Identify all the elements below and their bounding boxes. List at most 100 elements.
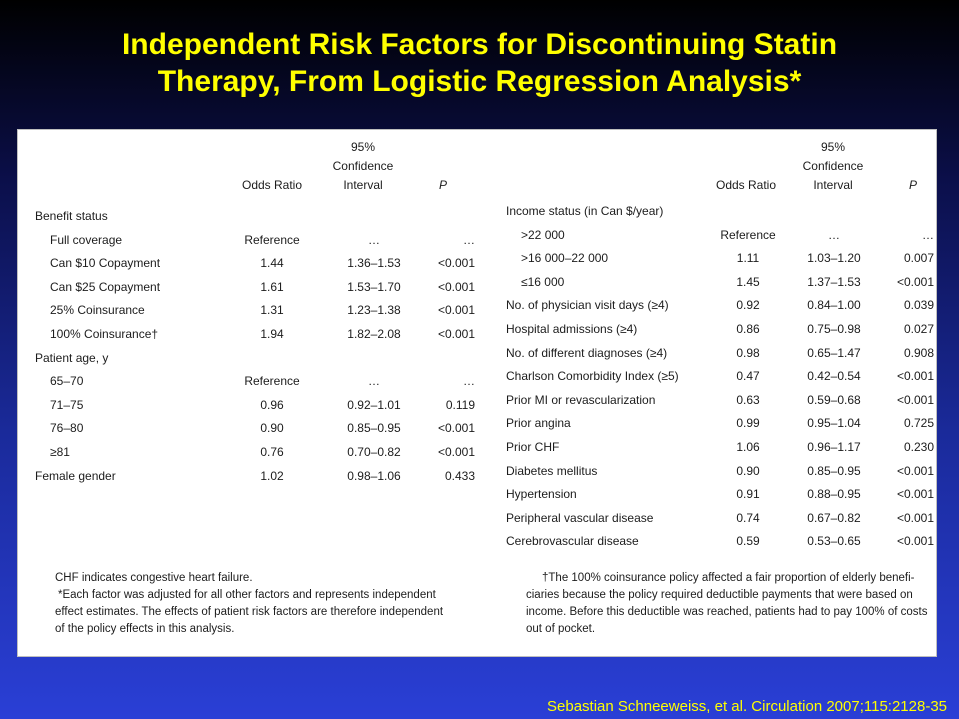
right-ci-header: 95% Confidence Interval bbox=[788, 138, 878, 195]
row-odds-ratio: 0.90 bbox=[736, 463, 760, 478]
row-confidence-interval: 1.03–1.20 bbox=[807, 251, 861, 266]
right-ci-header-line2: Confidence bbox=[802, 159, 864, 173]
row-odds-ratio: 1.06 bbox=[736, 440, 760, 454]
right-row: Prior CHF 1.06 0.96–1.17 0.230 bbox=[506, 440, 936, 460]
left-row: Patient age, y bbox=[35, 351, 475, 371]
row-p-value: 0.725 bbox=[903, 416, 934, 431]
title-line-1: Independent Risk Factors for Discontinui… bbox=[121, 28, 838, 61]
row-confidence-interval: … bbox=[828, 227, 840, 242]
row-confidence-interval: 0.65–1.47 bbox=[807, 345, 861, 360]
table-panel: Odds Ratio 95% Confidence Interval P Odd… bbox=[17, 129, 937, 657]
row-odds-ratio: 1.61 bbox=[260, 279, 284, 294]
row-confidence-interval: 0.98–1.06 bbox=[347, 468, 401, 483]
right-ci-header-line3: Interval bbox=[813, 178, 853, 192]
row-odds-ratio: 0.96 bbox=[260, 397, 284, 412]
left-ci-header: 95% Confidence Interval bbox=[318, 138, 408, 195]
right-row: Prior angina 0.99 0.95–1.04 0.725 bbox=[506, 416, 936, 436]
row-p-value: 0.908 bbox=[903, 345, 934, 360]
row-p-value: 0.007 bbox=[903, 251, 934, 266]
row-confidence-interval: 0.84–1.00 bbox=[807, 298, 861, 313]
row-label: Full coverage bbox=[50, 232, 123, 247]
title-line-2: Therapy, From Logistic Regression Analys… bbox=[157, 65, 802, 98]
row-odds-ratio: 0.63 bbox=[736, 392, 760, 407]
row-confidence-interval: 0.75–0.98 bbox=[807, 322, 861, 336]
left-row: 76–80 0.90 0.85–0.95 <0.001 bbox=[35, 421, 475, 441]
row-p-value: <0.001 bbox=[437, 279, 475, 294]
row-odds-ratio: 1.02 bbox=[260, 468, 284, 483]
row-p-value: 0.119 bbox=[445, 397, 475, 412]
left-row: Full coverage Reference…… bbox=[35, 233, 475, 253]
citation: Sebastian Schneeweiss, et al. Circulatio… bbox=[547, 698, 947, 715]
right-row: Diabetes mellitus 0.90 0.85–0.95 <0.001 bbox=[506, 464, 936, 484]
row-p-value: <0.001 bbox=[896, 463, 934, 478]
row-p-value: … bbox=[463, 374, 475, 389]
row-p-value: <0.001 bbox=[896, 274, 934, 289]
left-row: Can $10 Copayment 1.44 1.36–1.53 <0.001 bbox=[35, 256, 475, 276]
right-row: No. of different diagnoses (≥4) 0.98 0.65–… bbox=[506, 346, 936, 366]
row-odds-ratio: 0.76 bbox=[260, 445, 284, 459]
row-label: Patient age, y bbox=[35, 350, 109, 365]
right-row: Hospital admissions (≥4) 0.86 0.75–0.98 0.0… bbox=[506, 322, 936, 342]
row-label: Charlson Comorbidity Index (≥5) bbox=[506, 369, 679, 384]
row-confidence-interval: … bbox=[368, 374, 380, 389]
row-confidence-interval: … bbox=[368, 232, 380, 247]
left-row: 100% Coinsurance† 1.94 1.82–2.08 <0.001 bbox=[35, 327, 475, 347]
right-row: No. of physician visit days (≥4) 0.92 0.84… bbox=[506, 298, 936, 318]
row-confidence-interval: 0.92–1.01 bbox=[347, 397, 401, 412]
row-label: Diabetes mellitus bbox=[506, 463, 598, 478]
left-row: 65–70 Reference…… bbox=[35, 374, 475, 394]
left-row: 25% Coinsurance 1.31 1.23–1.38 <0.001 bbox=[35, 303, 475, 323]
row-odds-ratio: 1.44 bbox=[260, 256, 284, 271]
footnote-right-line: out of pocket. bbox=[526, 623, 596, 635]
row-confidence-interval: 0.95–1.04 bbox=[807, 416, 861, 431]
row-confidence-interval: 0.85–0.95 bbox=[347, 421, 401, 436]
right-row: Hypertension 0.91 0.88–0.95 <0.001 bbox=[506, 487, 936, 507]
row-odds-ratio: 0.47 bbox=[736, 369, 760, 384]
row-confidence-interval: 0.85–0.95 bbox=[807, 463, 861, 478]
row-confidence-interval: 1.82–2.08 bbox=[347, 327, 401, 341]
row-odds-ratio: 0.59 bbox=[736, 534, 760, 549]
row-label: Prior angina bbox=[506, 416, 571, 431]
row-odds-ratio: 1.31 bbox=[260, 303, 284, 318]
footnote-right-line: †The 100% coinsurance policy affected a … bbox=[542, 572, 915, 584]
right-row: >22 000 Reference…… bbox=[506, 228, 936, 248]
footnote-left-line: CHF indicates congestive heart failure. bbox=[55, 572, 253, 584]
row-confidence-interval: 0.67–0.82 bbox=[807, 510, 861, 525]
row-label: 100% Coinsurance† bbox=[50, 327, 159, 341]
row-label: 76–80 bbox=[50, 421, 84, 436]
left-row: 71–75 0.96 0.92–1.01 0.119 bbox=[35, 398, 475, 418]
row-label: ≤16 000 bbox=[521, 274, 565, 289]
row-odds-ratio: Reference bbox=[720, 227, 776, 242]
row-odds-ratio: 0.99 bbox=[736, 416, 760, 431]
left-row: ≥81 0.76 0.70–0.82 <0.001 bbox=[35, 445, 475, 465]
row-confidence-interval: 0.88–0.95 bbox=[807, 487, 861, 502]
row-p-value: <0.001 bbox=[437, 421, 475, 436]
row-odds-ratio: Reference bbox=[244, 374, 300, 389]
left-odds-header: Odds Ratio bbox=[241, 178, 303, 192]
row-p-value: <0.001 bbox=[437, 303, 475, 318]
footnote-right-line: income. Before this deductible was reach… bbox=[526, 606, 928, 618]
row-p-value: 0.433 bbox=[444, 468, 475, 483]
row-odds-ratio: 0.86 bbox=[736, 322, 760, 336]
footnote-right: †The 100% coinsurance policy affected a … bbox=[526, 570, 936, 638]
row-odds-ratio: 0.91 bbox=[736, 487, 760, 502]
row-label: Income status (in Can $/year) bbox=[506, 204, 664, 218]
row-label: >16 000–22 000 bbox=[521, 251, 609, 266]
row-confidence-interval: 1.53–1.70 bbox=[347, 279, 401, 294]
left-row: Female gender 1.02 0.98–1.06 0.433 bbox=[35, 469, 475, 489]
row-p-value: <0.001 bbox=[896, 369, 934, 384]
footnote-right-line: ciaries because the policy required dedu… bbox=[526, 589, 913, 601]
row-confidence-interval: 0.96–1.17 bbox=[807, 440, 861, 454]
right-row: Charlson Comorbidity Index (≥5) 0.47 0.42–… bbox=[506, 369, 936, 389]
row-label: No. of physician visit days (≥4) bbox=[506, 298, 669, 313]
footnote-left: CHF indicates congestive heart failure. … bbox=[55, 570, 495, 638]
right-ci-header-line1: 95% bbox=[820, 140, 846, 154]
right-row: Peripheral vascular disease 0.74 0.67–0.82… bbox=[506, 511, 936, 531]
footnote-left-line: *Each factor was adjusted for all other … bbox=[58, 589, 436, 601]
row-label: Peripheral vascular disease bbox=[506, 510, 654, 525]
row-odds-ratio: 0.92 bbox=[736, 298, 760, 313]
row-confidence-interval: 0.42–0.54 bbox=[807, 369, 861, 384]
row-label: Cerebrovascular disease bbox=[506, 534, 639, 549]
footnote-left-line: of the policy effects in this analysis. bbox=[55, 623, 235, 635]
row-label: No. of different diagnoses (≥4) bbox=[506, 345, 668, 360]
